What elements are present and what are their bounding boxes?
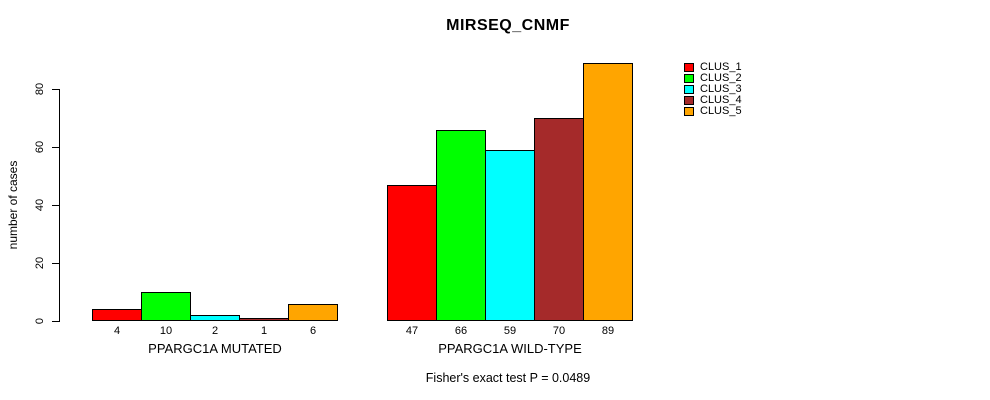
legend-row-clus_4: CLUS_4 [684,95,742,106]
legend-row-clus_1: CLUS_1 [684,62,742,73]
bar-value-label: 89 [601,325,615,337]
bar-clus_5-wild-type [583,63,633,321]
bar-clus_5-mutated [288,304,338,321]
legend-label: CLUS_3 [700,83,742,95]
y-axis-tick-label: 0 [34,317,46,325]
y-axis-tick [52,263,59,264]
legend-swatch-clus_5 [684,107,694,116]
y-axis-tick [52,205,59,206]
y-axis-tick-label: 40 [34,198,46,212]
bar-value-label: 2 [211,325,219,337]
y-axis-tick-label: 60 [34,140,46,154]
y-axis-label: number of cases [6,160,20,250]
bar-clus_3-mutated [190,315,240,321]
legend-row-clus_2: CLUS_2 [684,73,742,84]
legend-row-clus_3: CLUS_3 [684,84,742,95]
y-axis-line [59,89,60,322]
legend-label: CLUS_1 [700,61,742,73]
bar-value-label: 4 [113,325,121,337]
chart-title: MIRSEQ_CNMF [446,17,570,34]
bar-clus_4-wild-type [534,118,584,321]
bar-value-label: 6 [309,325,317,337]
legend: CLUS_1 CLUS_2 CLUS_3 CLUS_4 CLUS_5 [684,62,742,117]
y-axis-tick-label: 80 [34,82,46,96]
y-axis-tick [52,147,59,148]
group-label-mutated: PPARGC1A MUTATED [148,341,282,356]
bar-clus_4-mutated [239,318,289,321]
y-axis-tick [52,89,59,90]
legend-label: CLUS_5 [700,105,742,117]
y-axis-tick [52,321,59,322]
bar-clus_1-wild-type [387,185,437,321]
bar-value-label: 66 [454,325,468,337]
fisher-test-annotation: Fisher's exact test P = 0.0489 [425,371,591,385]
bar-clus_2-wild-type [436,130,486,321]
bar-value-label: 47 [405,325,419,337]
legend-row-clus_5: CLUS_5 [684,106,742,117]
legend-label: CLUS_4 [700,94,742,106]
group-label-wild-type: PPARGC1A WILD-TYPE [438,341,582,356]
bar-value-label: 59 [503,325,517,337]
bar-value-label: 70 [552,325,566,337]
legend-swatch-clus_1 [684,63,694,72]
bar-value-label: 10 [159,325,173,337]
legend-label: CLUS_2 [700,72,742,84]
legend-swatch-clus_2 [684,74,694,83]
y-axis-tick-label: 20 [34,256,46,270]
bar-clus_2-mutated [141,292,191,321]
bar-clus_3-wild-type [485,150,535,321]
legend-swatch-clus_4 [684,96,694,105]
bar-clus_1-mutated [92,309,142,321]
bar-value-label: 1 [260,325,268,337]
legend-swatch-clus_3 [684,85,694,94]
